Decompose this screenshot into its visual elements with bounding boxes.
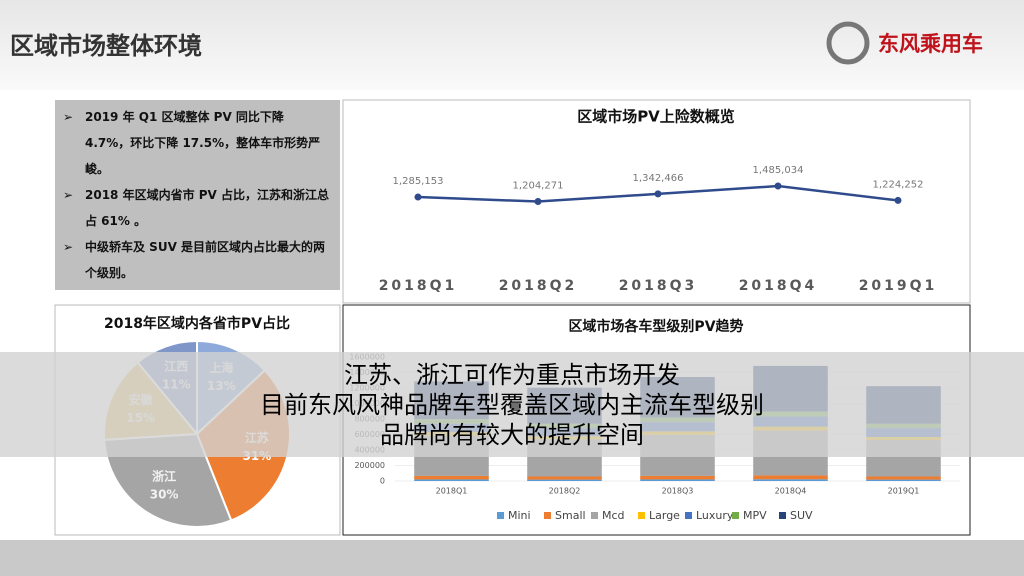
bar-segment	[640, 475, 715, 480]
legend-swatch	[685, 512, 692, 519]
chart-title: 2018年区域内各省市PV占比	[104, 315, 290, 332]
bar-segment	[414, 475, 489, 480]
overlay: 江苏、浙江可作为重点市场开发 目前东风风神品牌车型覆盖区域内主流车型级别 品牌尚有较…	[0, 352, 1024, 457]
pie-slice	[103, 432, 233, 528]
marker	[774, 182, 782, 190]
x-tick-label: 2018Q3	[662, 487, 694, 496]
legend-label: Mini	[508, 509, 531, 522]
bar-segment	[866, 476, 941, 480]
x-tick-label: 2018Q4	[775, 487, 807, 496]
bar-segment	[640, 479, 715, 481]
bullet: 2018 年区域内省市 PV 占比，江苏和浙江总占 61% 。	[63, 182, 332, 234]
page-title: 区域市场整体环境	[10, 32, 202, 60]
bullet-box: 2019 年 Q1 区域整体 PV 同比下降 4.7%，环比下降 17.5%，整…	[55, 100, 340, 290]
value-label: 1,285,153	[393, 176, 444, 187]
bar-segment	[753, 479, 828, 481]
header-bg	[0, 0, 1024, 90]
legend-swatch	[591, 512, 598, 519]
legend-label: Luxury	[696, 509, 734, 522]
bar-segment	[753, 475, 828, 480]
value-label: 1,342,466	[633, 173, 684, 184]
x-tick-label: 2018Q1	[379, 278, 458, 294]
logo-icon	[826, 21, 870, 65]
legend-label: Small	[555, 509, 586, 522]
x-tick-label: 2018Q4	[739, 278, 818, 294]
marker	[894, 196, 902, 204]
chart-title: 区域市场PV上险数概览	[577, 108, 735, 126]
x-tick-label: 2018Q2	[549, 487, 581, 496]
legend-label: Mcd	[602, 509, 625, 522]
overlay-line: 品牌尚有较大的提升空间	[380, 421, 644, 449]
bar-segment	[527, 476, 602, 480]
slice-name: 浙江	[152, 468, 176, 483]
x-tick-label: 2018Q3	[619, 278, 698, 294]
legend-swatch	[779, 512, 786, 519]
logo-text: 东风乘用车	[878, 32, 983, 56]
legend-swatch	[732, 512, 739, 519]
x-tick-label: 2018Q2	[499, 278, 578, 294]
marker	[534, 198, 542, 206]
bar-segment	[414, 479, 489, 481]
legend-label: Large	[649, 509, 680, 522]
x-tick-label: 2019Q1	[888, 487, 920, 496]
value-label: 1,204,271	[513, 181, 564, 192]
legend-swatch	[544, 512, 551, 519]
footer-bg	[0, 540, 1024, 576]
value-label: 1,224,252	[873, 179, 924, 190]
bullet: 中级轿车及 SUV 是目前区域内占比最大的两个级别。	[63, 234, 332, 286]
bar-segment	[866, 479, 941, 481]
chart-title: 区域市场各车型级别PV趋势	[568, 318, 743, 335]
bullet: 2019 年 Q1 区域整体 PV 同比下降 4.7%，环比下降 17.5%，整…	[63, 104, 332, 182]
overlay-line: 目前东风风神品牌车型覆盖区域内主流车型级别	[260, 391, 764, 419]
legend-label: SUV	[790, 509, 813, 522]
y-tick-label: 0	[380, 477, 385, 486]
y-tick-label: 200000	[354, 461, 385, 470]
legend-swatch	[497, 512, 504, 519]
bar-segment	[527, 479, 602, 481]
marker	[414, 193, 422, 201]
marker	[654, 190, 662, 198]
value-label: 1,485,034	[753, 165, 804, 176]
x-tick-label: 2018Q1	[436, 487, 468, 496]
line-panel	[342, 99, 971, 304]
legend-label: MPV	[743, 509, 767, 522]
slice-label: 30%	[150, 487, 179, 501]
legend-swatch	[638, 512, 645, 519]
x-tick-label: 2019Q1	[859, 278, 938, 294]
overlay-line: 江苏、浙江可作为重点市场开发	[344, 361, 680, 389]
